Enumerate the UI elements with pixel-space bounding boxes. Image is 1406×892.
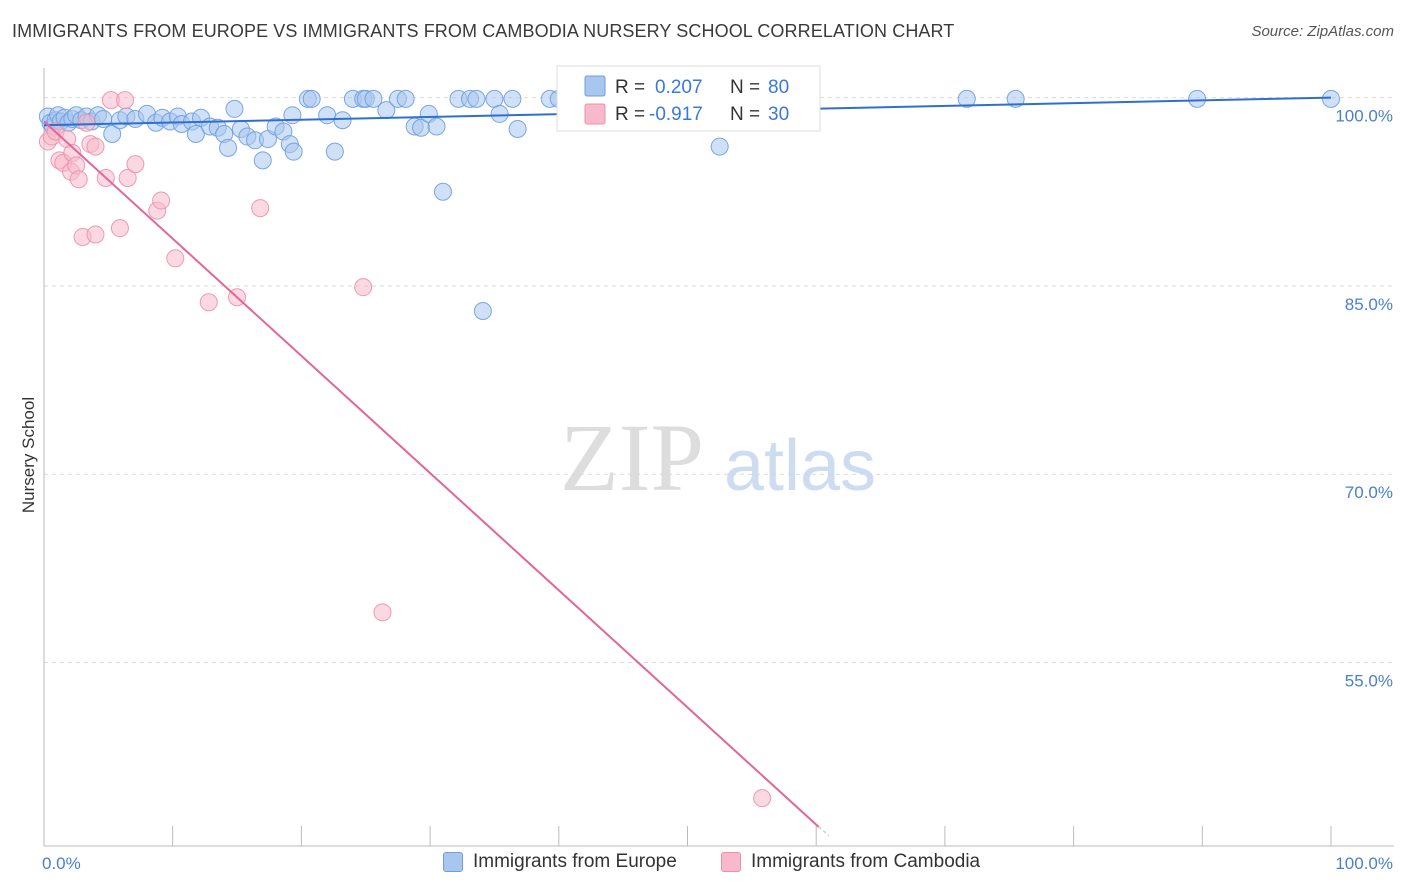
legend-swatch-cambodia <box>584 103 606 125</box>
data-point-europe <box>473 302 492 321</box>
watermark: ZIP atlas <box>560 404 876 511</box>
data-point-europe <box>318 106 337 125</box>
data-point-europe <box>364 89 383 108</box>
source-label: Source: ZipAtlas.com <box>1251 23 1394 40</box>
data-point-cambodia <box>753 789 772 808</box>
x-tick-labels: 0.0% 100.0% <box>42 854 1393 873</box>
data-point-europe <box>396 89 415 108</box>
data-point-europe <box>433 182 452 201</box>
legend-n-value-cambodia: 30 <box>768 104 789 125</box>
legend-n-label-europe: N = <box>730 77 760 98</box>
data-point-europe <box>1188 89 1207 108</box>
data-point-europe <box>325 142 344 161</box>
legend-label-europe: Immigrants from Europe <box>473 851 677 872</box>
data-point-europe <box>1322 89 1340 108</box>
y-tick-labels: 100.0% 85.0% 70.0% 55.0% <box>1335 107 1393 691</box>
legend-r-value-cambodia: -0.917 <box>649 104 703 125</box>
data-point-europe <box>283 106 302 125</box>
data-point-europe <box>219 138 238 157</box>
y-axis-label: Nursery School <box>19 397 38 513</box>
y-tick-label: 85.0% <box>1345 295 1393 314</box>
data-point-cambodia <box>152 191 171 210</box>
watermark-zip: ZIP <box>560 404 704 511</box>
data-point-cambodia <box>69 170 88 189</box>
chart-title: IMMIGRANTS FROM EUROPE VS IMMIGRANTS FRO… <box>12 21 955 41</box>
x-tick-label: 100.0% <box>1335 854 1393 873</box>
data-point-cambodia <box>354 278 373 297</box>
y-tick-label: 70.0% <box>1345 483 1393 502</box>
data-point-cambodia <box>118 168 137 187</box>
data-point-europe <box>485 89 504 108</box>
data-point-europe <box>253 151 272 170</box>
data-point-europe <box>1006 89 1025 108</box>
trendline-cambodia <box>43 120 820 828</box>
data-point-cambodia <box>110 219 129 238</box>
trendline-cambodia-extension <box>818 826 830 837</box>
legend-swatch-europe <box>584 75 606 97</box>
legend-label-cambodia: Immigrants from Cambodia <box>751 851 981 872</box>
data-point-europe <box>284 142 303 161</box>
data-point-cambodia <box>373 603 392 622</box>
legend-swatch-cambodia-bottom <box>721 852 741 872</box>
data-point-europe <box>333 111 352 130</box>
data-point-europe <box>467 89 486 108</box>
gridlines <box>44 97 1394 664</box>
data-point-cambodia <box>77 113 96 132</box>
series-legend: Immigrants from Europe Immigrants from C… <box>0 851 1406 879</box>
data-point-cambodia <box>86 137 105 156</box>
legend-item-cambodia: Immigrants from Cambodia <box>721 851 980 873</box>
data-point-europe <box>103 125 122 144</box>
data-point-europe <box>508 120 527 139</box>
legend-n-label-cambodia: N = <box>730 104 760 125</box>
data-point-europe <box>186 125 205 144</box>
data-point-europe <box>957 89 976 108</box>
data-point-europe <box>302 89 321 108</box>
data-point-cambodia <box>166 249 185 268</box>
data-point-europe <box>710 137 729 156</box>
correlation-legend: R = 0.207 N = 80 R = -0.917 N = 30 <box>556 65 821 132</box>
legend-swatch-europe-bottom <box>443 852 463 872</box>
legend-r-label-europe: R = <box>615 77 645 98</box>
data-point-cambodia <box>251 199 270 218</box>
data-point-cambodia <box>126 155 145 174</box>
y-tick-label: 55.0% <box>1345 672 1393 691</box>
data-point-cambodia <box>199 293 218 312</box>
data-point-cambodia <box>86 225 105 244</box>
data-point-europe <box>427 117 446 136</box>
legend-r-value-europe: 0.207 <box>655 77 703 98</box>
legend-item-europe: Immigrants from Europe <box>443 851 677 873</box>
data-point-europe <box>490 104 509 123</box>
legend-n-value-europe: 80 <box>768 77 789 98</box>
axes <box>43 68 1394 847</box>
data-point-europe <box>503 89 522 108</box>
data-point-cambodia <box>116 91 135 110</box>
x-tick-label: 0.0% <box>42 854 81 873</box>
legend-r-label-cambodia: R = <box>615 104 645 125</box>
data-point-europe <box>225 99 244 118</box>
watermark-atlas: atlas <box>724 426 876 506</box>
y-tick-label: 100.0% <box>1335 107 1393 126</box>
